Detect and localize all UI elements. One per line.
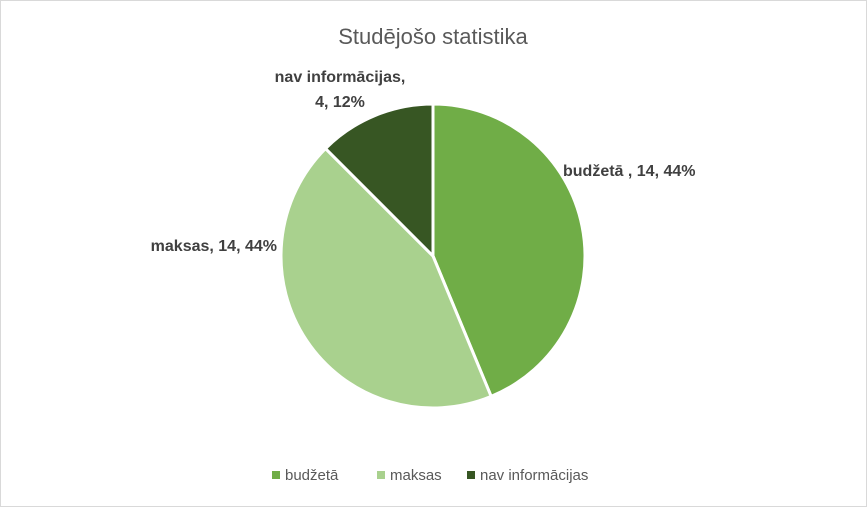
legend-label: nav informācijas — [480, 467, 588, 484]
pie-slice — [279, 146, 494, 410]
legend-label: budžetā — [285, 467, 339, 484]
legend-swatch — [377, 471, 385, 479]
legend-label: maksas — [390, 467, 442, 484]
legend-swatch — [467, 471, 475, 479]
data-label: maksas, 14, 44% — [151, 238, 277, 255]
pie-slice — [323, 102, 435, 260]
pie-slice — [431, 102, 587, 399]
data-label: 4, 12% — [315, 94, 365, 111]
data-label: budžetā , 14, 44% — [563, 163, 696, 180]
chart-title: Studējošo statistika — [338, 24, 528, 49]
data-label: nav informācijas, — [275, 69, 406, 86]
legend-swatch — [272, 471, 280, 479]
